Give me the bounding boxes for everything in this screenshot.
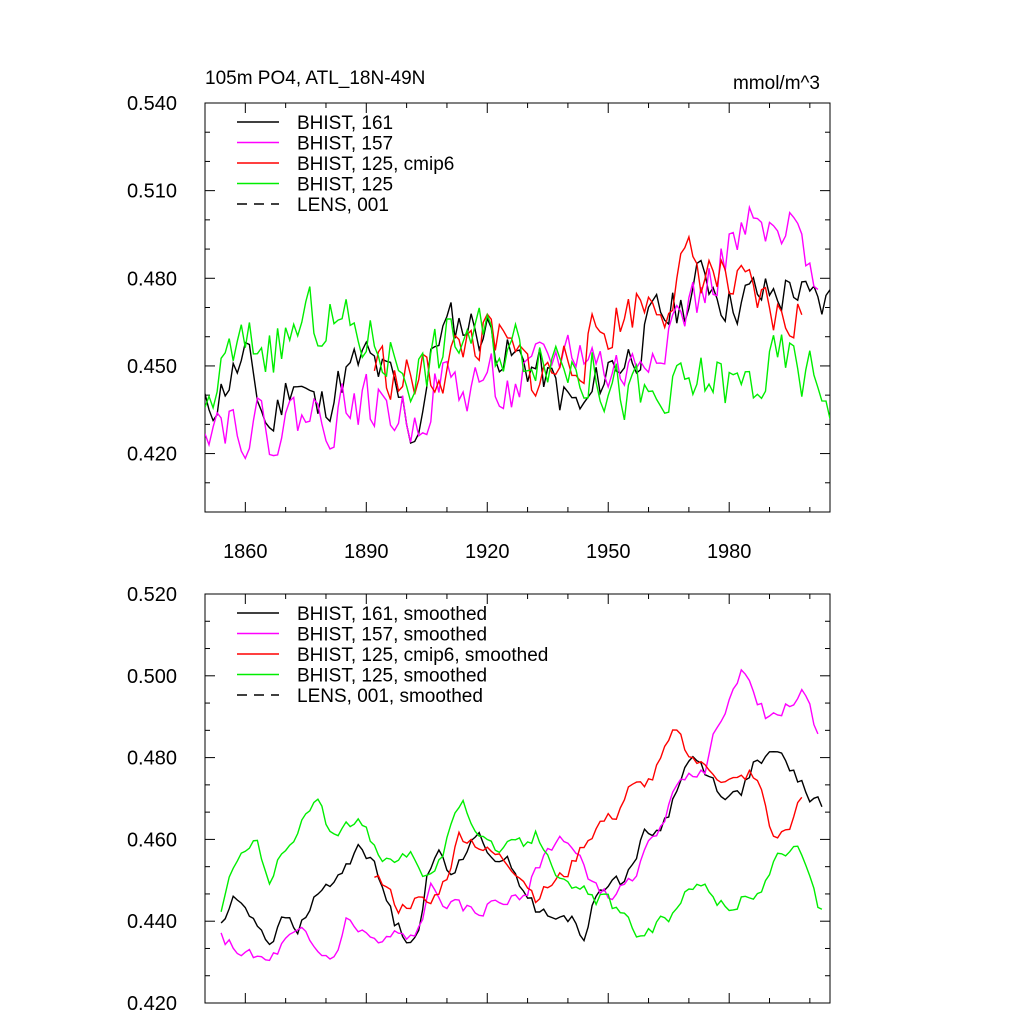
chart-panel-2: 0.420 0.440 0.460 0.480 0.500 0.520 BHIST, 161… (127, 584, 831, 1015)
y-tick-label: 0.480 (127, 748, 177, 770)
series-line-4 (205, 286, 830, 421)
plot-frame (204, 593, 831, 1004)
x-tick-label: 1980 (707, 541, 752, 563)
legend-label: BHIST, 161, smoothed (297, 604, 487, 625)
series-line-3 (373, 234, 803, 400)
legend-label: BHIST, 125, cmip6 (297, 154, 454, 175)
y-tick-label: 0.440 (127, 911, 177, 933)
series-line-1 (205, 259, 830, 445)
legend-label: LENS, 001, smoothed (297, 686, 483, 707)
chart-title: 105m PO4, ATL_18N-49N (205, 68, 425, 89)
y-tick-label: 0.510 (127, 181, 177, 203)
legend-label: BHIST, 125, smoothed (297, 666, 487, 687)
chart-units: mmol/m^3 (733, 73, 820, 94)
legend-label: BHIST, 125 (297, 175, 393, 196)
legend-label: BHIST, 125, cmip6, smoothed (297, 645, 548, 666)
series-line-1 (220, 750, 823, 946)
legend-label: BHIST, 157 (297, 134, 393, 155)
series-line-2 (205, 204, 819, 461)
y-tick-label: 0.500 (127, 666, 177, 688)
y-tick-label: 0.450 (127, 356, 177, 378)
chart-panel-1: 0.420 0.450 0.480 0.510 0.540 1860 1890 1920 195… (127, 68, 831, 563)
y-tick-label: 0.540 (127, 93, 177, 115)
x-tick-label: 1950 (586, 541, 631, 563)
y-tick-label: 0.420 (127, 444, 177, 466)
y-tick-label: 0.460 (127, 829, 177, 851)
x-tick-label: 1890 (344, 541, 389, 563)
series-line-3 (374, 729, 803, 915)
x-tick-label: 1860 (223, 541, 268, 563)
x-tick-label: 1920 (465, 541, 510, 563)
legend-label: BHIST, 161 (297, 113, 393, 134)
y-tick-label: 0.520 (127, 584, 177, 606)
y-tick-label: 0.420 (127, 993, 177, 1015)
legend-label: BHIST, 157, smoothed (297, 625, 487, 646)
series-line-4 (220, 798, 823, 938)
series-line-2 (220, 668, 819, 962)
y-tick-label: 0.480 (127, 268, 177, 290)
legend-label: LENS, 001 (297, 195, 389, 216)
